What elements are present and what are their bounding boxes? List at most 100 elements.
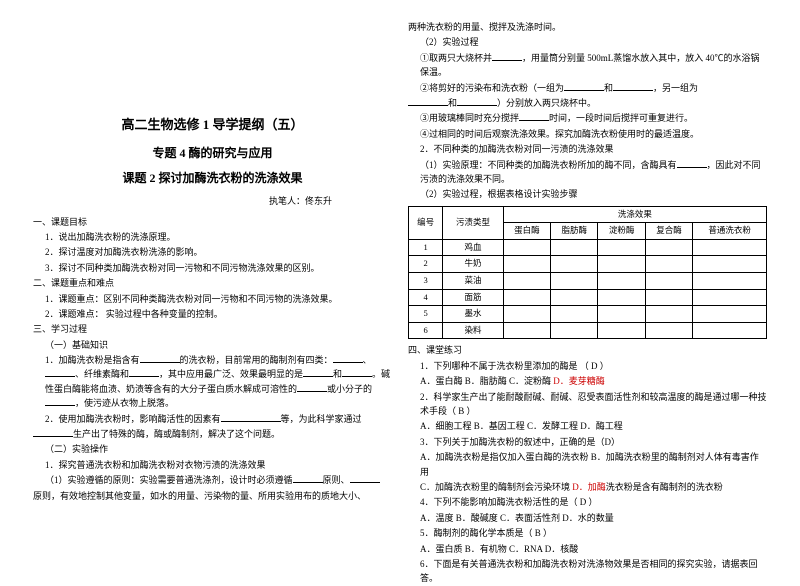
table-row: 5墨水 xyxy=(409,306,767,323)
blank xyxy=(492,51,522,61)
blank xyxy=(221,412,281,422)
table-row: 3菜油 xyxy=(409,273,767,290)
th-col: 脂肪酶 xyxy=(551,223,598,240)
q3: 3．下列关于加酶洗衣粉的叙述中，正确的是（D） xyxy=(408,435,767,449)
cell: 5 xyxy=(409,306,443,323)
th-col: 普通洗衣粉 xyxy=(693,223,767,240)
cell xyxy=(645,306,692,323)
cell: 3 xyxy=(409,273,443,290)
s2-item: 2．课题难点： 实验过程中各种变量的控制。 xyxy=(33,307,392,321)
cell xyxy=(551,322,598,339)
blank xyxy=(564,81,604,91)
blank xyxy=(519,111,549,121)
text-run: （1）实验原理：不同种类的加酶洗衣粉所加的酶不同，含酶具有 xyxy=(420,160,677,170)
cell xyxy=(693,273,767,290)
cell xyxy=(645,239,692,256)
cell xyxy=(551,239,598,256)
cell xyxy=(551,273,598,290)
table-row: 6染料 xyxy=(409,322,767,339)
cell xyxy=(693,322,767,339)
blank xyxy=(45,367,75,377)
cell xyxy=(551,289,598,306)
cell xyxy=(693,256,767,273)
s3-exp: 1．探究普通洗衣粉和加酶洗衣粉对衣物污渍的洗涤效果 xyxy=(33,458,392,472)
cell xyxy=(645,322,692,339)
text-run: 2．使用加酶洗衣粉时，影响酶活性的因素有 xyxy=(45,414,221,424)
cell: 1 xyxy=(409,239,443,256)
cell xyxy=(598,322,645,339)
r2-3: ③用玻璃棒同时充分搅拌 时间，一段时间后搅拌可重复进行。 xyxy=(408,111,767,125)
q2: 2．科学家生产出了能耐酸耐碱、耐碱、忍受表面活性剂和较高温度的酶是通过哪一种技术… xyxy=(408,390,767,419)
cell: 面筋 xyxy=(443,289,504,306)
text-run: ，使污迹从衣物上脱落。 xyxy=(75,398,174,408)
text-run: 和 xyxy=(448,98,457,108)
answer-red: D．加酶 xyxy=(572,482,606,492)
text-run: 生产出了特殊的酶，酶或酶制剂，解决了这个问题。 xyxy=(73,429,280,439)
blank xyxy=(140,353,180,363)
text-run: 4．下列不能影响加酶洗衣粉活性的是（ xyxy=(420,497,578,507)
r2-1: ①取两只大烧杯并，用量筒分别量 500mL蒸馏水放入其中，放入 40℃的水浴锅保… xyxy=(408,51,767,80)
answer: D xyxy=(591,361,598,371)
answer: B xyxy=(535,528,541,538)
title-main: 高二生物选修 1 导学提纲（五） xyxy=(33,115,392,136)
text-run: 和 xyxy=(333,369,342,379)
text-run: ③用玻璃棒同时充分搅拌 xyxy=(420,113,519,123)
r5: （2）实验过程，根据表格设计实验步骤 xyxy=(408,187,767,201)
cell xyxy=(503,239,550,256)
text-run: 、纤维素酶和 xyxy=(75,369,129,379)
s1-item: 1．说出加酶洗衣粉的洗涤原理。 xyxy=(33,230,392,244)
text-run: ，其中应用最广泛、效果最明显的是 xyxy=(159,369,303,379)
s3-fill-text: 2．使用加酶洗衣粉时，影响酶活性的因素有 等，为此科学家通过 xyxy=(33,412,392,426)
s3-fill-text: 生产出了特殊的酶，酶或酶制剂，解决了这个问题。 xyxy=(33,427,392,441)
blank xyxy=(297,382,327,392)
th-col: 蛋白酶 xyxy=(503,223,550,240)
r3: 2．不同种类的加酶洗衣粉对同一污渍的洗涤效果 xyxy=(408,142,767,156)
th-type: 污渍类型 xyxy=(443,206,504,239)
section-3-head: 三、学习过程 xyxy=(33,322,392,336)
s3-fill-text: 1．加酶洗衣粉是指含有的洗衣粉，目前常用的酶制剂有四类：、、纤维素酶和，其中应用… xyxy=(33,353,392,411)
text-run: 、 xyxy=(363,355,372,365)
cell: 2 xyxy=(409,256,443,273)
text-run: ②将剪好的污染布和洗衣粉（一组为 xyxy=(420,83,564,93)
text-run: 1．加酶洗衣粉是指含有 xyxy=(45,355,140,365)
table-row: 1鸡血 xyxy=(409,239,767,256)
s3-exp-detail: 原则，有效地控制其他变量，如水的用量、污染物的量、所用实验用布的质地大小、 xyxy=(33,489,392,503)
blank xyxy=(33,427,73,437)
q4: 4．下列不能影响加酶洗衣粉活性的是（ D ） xyxy=(408,495,767,509)
text-run: 原则、 xyxy=(323,475,350,485)
title-lesson: 课题 2 探讨加酶洗衣粉的洗涤效果 xyxy=(33,169,392,188)
cell xyxy=(645,256,692,273)
blank xyxy=(613,81,653,91)
th-num: 编号 xyxy=(409,206,443,239)
cell xyxy=(693,289,767,306)
author: 执笔人：佟东升 xyxy=(33,194,392,208)
blank xyxy=(303,367,333,377)
cell xyxy=(598,306,645,323)
r2-4: ④过相同的时间后观察洗涤效果。探究加酶洗衣粉使用时的最适温度。 xyxy=(408,127,767,141)
blank xyxy=(677,158,707,168)
text-run: 时间，一段时间后搅拌可重复进行。 xyxy=(549,113,693,123)
text-run: 血渍、奶渍等含有的大分子蛋白质水解成可溶性的 xyxy=(99,384,297,394)
section-2-head: 二、课题重点和难点 xyxy=(33,276,392,290)
text-run: 和 xyxy=(604,83,613,93)
q1: 1．下列哪种不属于洗衣粉里添加的酶是 （ D ） xyxy=(408,359,767,373)
section-1-head: 一、课题目标 xyxy=(33,215,392,229)
th-col: 复合酶 xyxy=(645,223,692,240)
cell xyxy=(551,306,598,323)
r4: （1）实验原理：不同种类的加酶洗衣粉所加的酶不同，含酶具有，因此对不同污渍的洗涤… xyxy=(408,158,767,187)
title-sub: 专题 4 酶的研究与应用 xyxy=(33,144,392,163)
text-run: 等，为此科学家通过 xyxy=(281,414,362,424)
cell xyxy=(503,256,550,273)
s3-exp-detail: （1）实验遵循的原则：实验需要普通洗涤剂，设计时必须遵循原则、 xyxy=(33,473,392,487)
section-4-head: 四、课堂练习 xyxy=(408,343,767,357)
q3-opts-a: A．加酶洗衣粉是指仅加入蛋白酶的洗衣粉 B．加酶洗衣粉里的酶制剂对人体有毒害作用 xyxy=(408,450,767,479)
text-run: ） xyxy=(600,361,609,371)
cell: 4 xyxy=(409,289,443,306)
cell xyxy=(598,239,645,256)
q5-opts: A．蛋白质 B．有机物 C．RNA D．核酸 xyxy=(408,542,767,556)
text-run: ①取两只大烧杯并 xyxy=(420,53,492,63)
table-row: 2牛奶 xyxy=(409,256,767,273)
q2-opts: A．细胞工程 B．基因工程 C．发酵工程 D．酶工程 xyxy=(408,419,767,433)
cell: 6 xyxy=(409,322,443,339)
blank xyxy=(342,367,372,377)
